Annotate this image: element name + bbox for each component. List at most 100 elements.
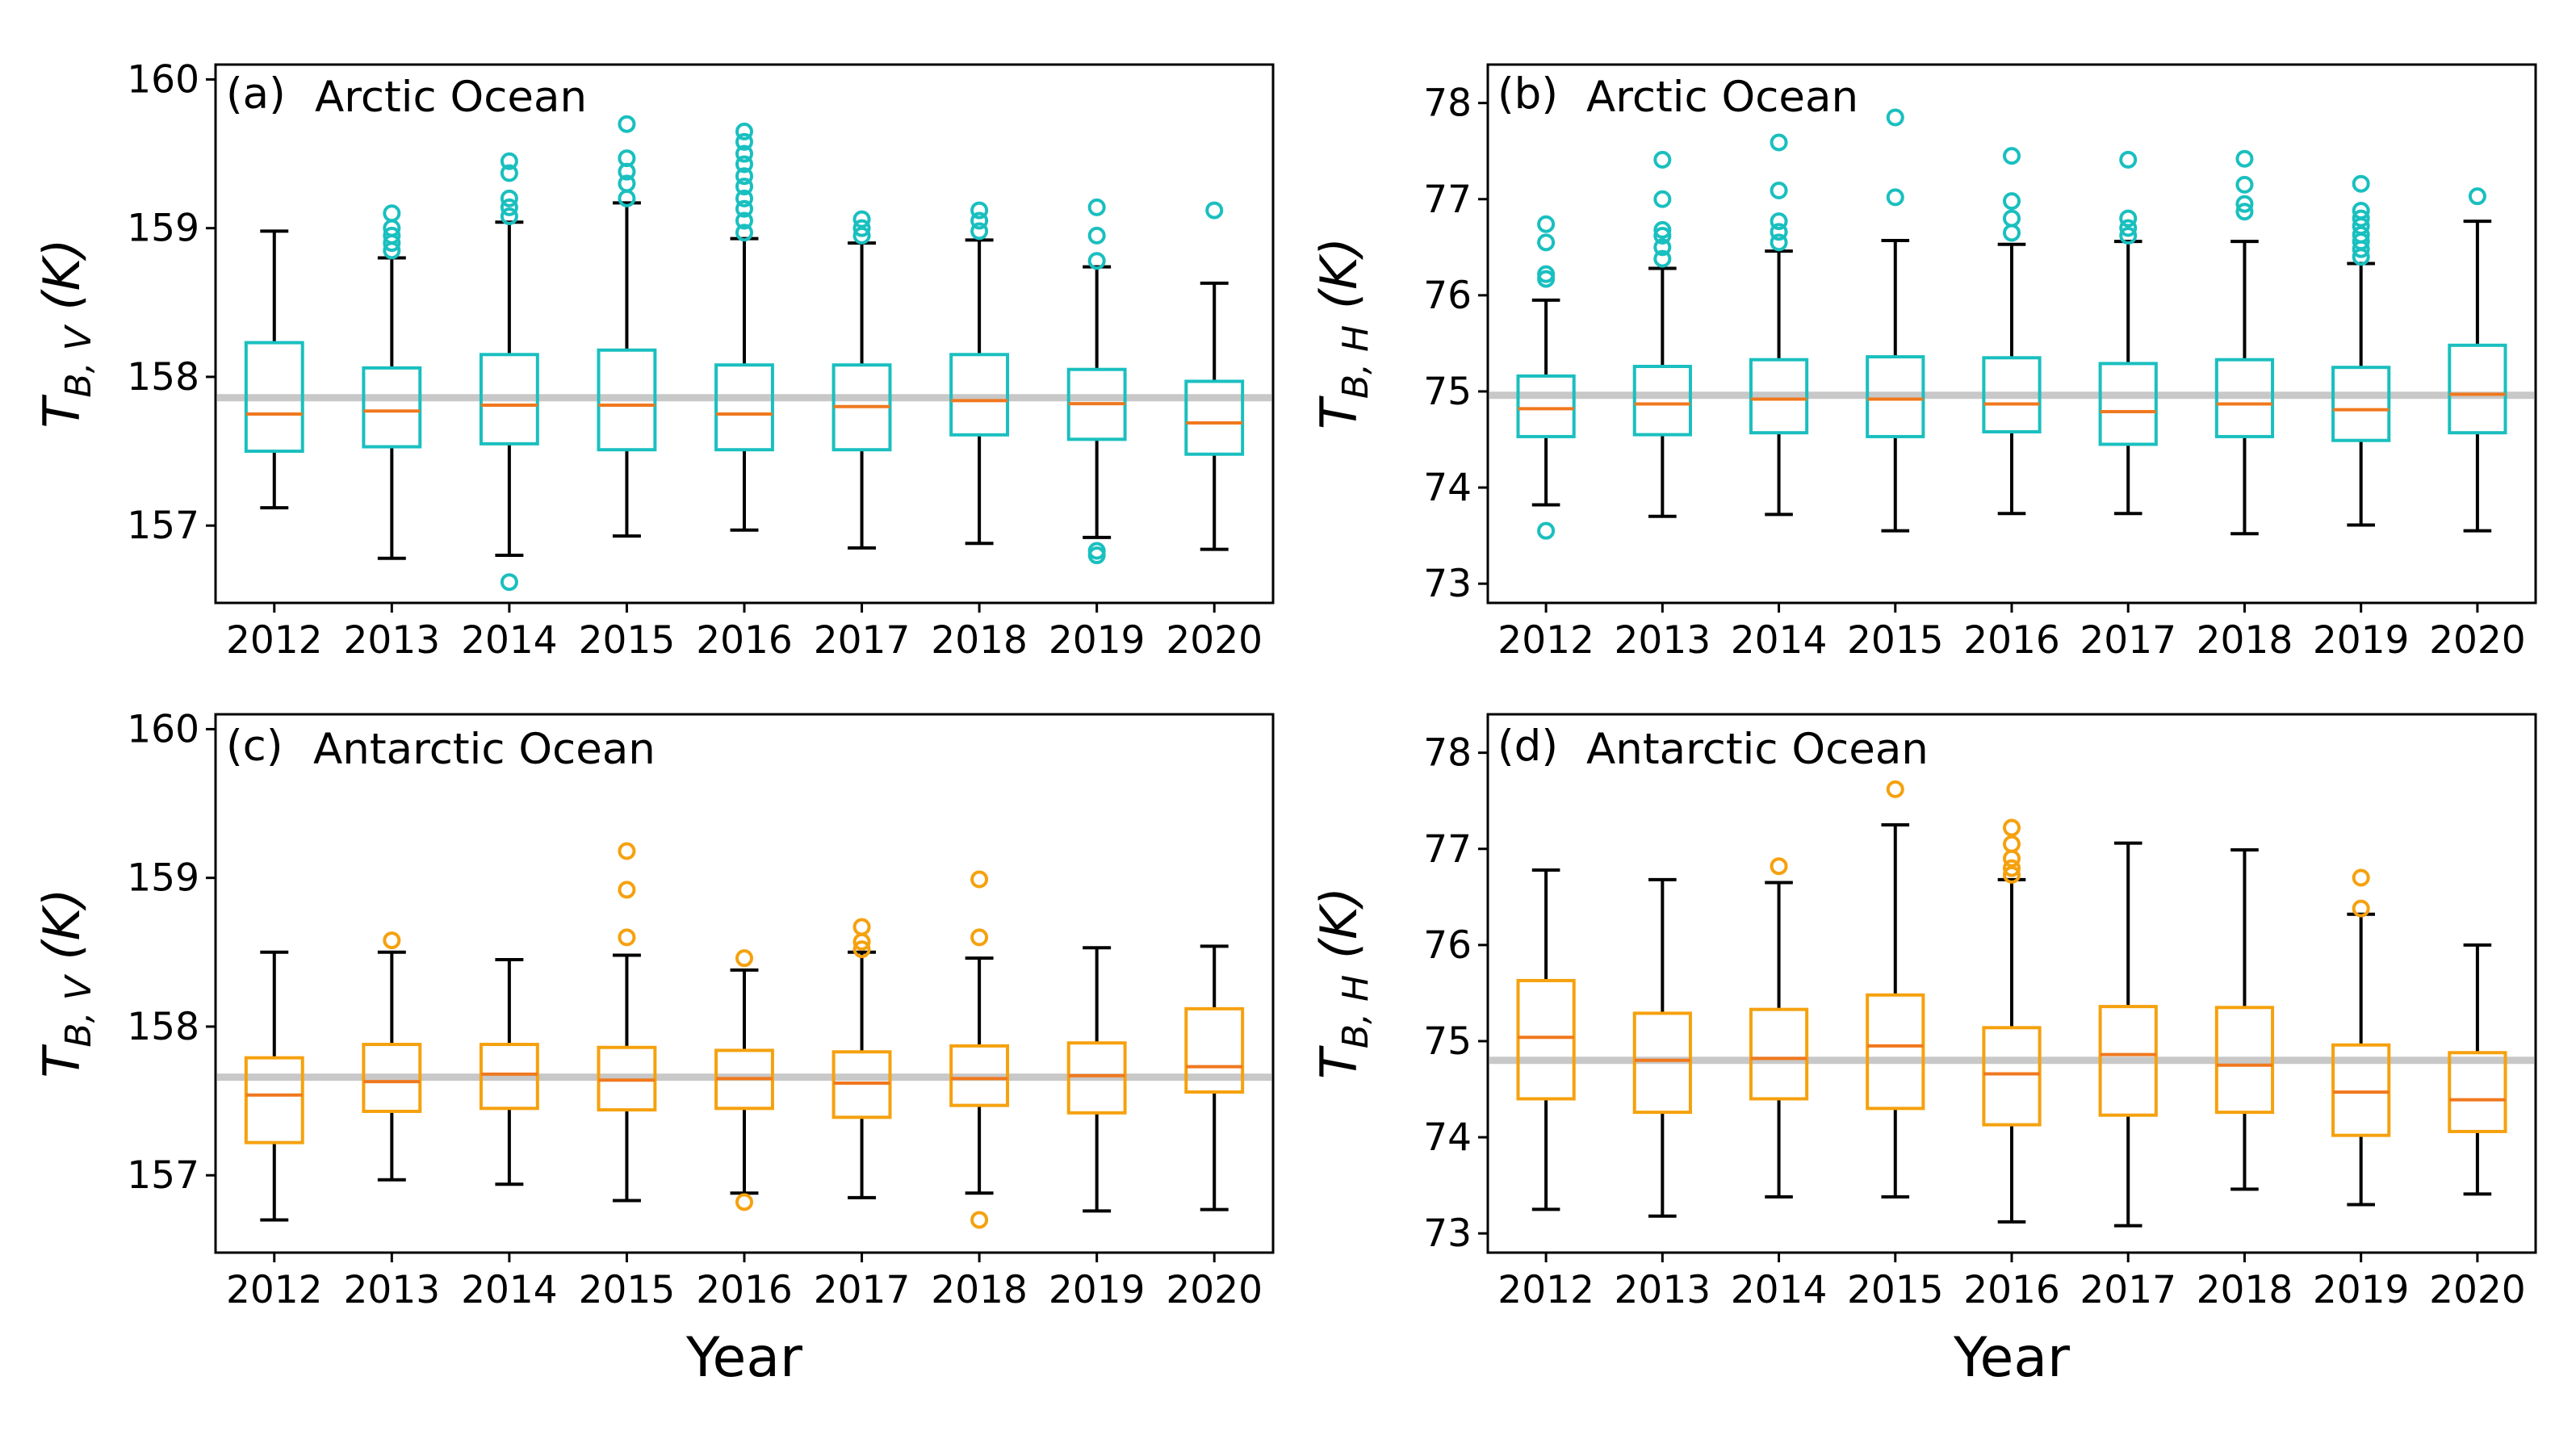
outlier-point [1653, 220, 1672, 239]
iqr-box [362, 366, 422, 449]
y-axis-label: TB, H (K) [1309, 887, 1376, 1079]
outlier-point [1770, 212, 1788, 231]
x-tick-label: 2016 [696, 618, 793, 663]
x-tick-label: 2012 [1497, 1268, 1594, 1312]
iqr-box [2098, 362, 2158, 446]
outlier-point [735, 144, 753, 163]
iqr-box [1516, 978, 1576, 1101]
x-tick-label: 2020 [1166, 1268, 1263, 1312]
box-2019: 2019 [1049, 946, 1145, 1312]
box-2012: 2012 [1497, 868, 1594, 1312]
panel-label: (a) [226, 69, 286, 119]
iqr-box [244, 1056, 304, 1144]
x-tick-label: 2014 [461, 1268, 558, 1312]
outlier-point [1770, 182, 1788, 200]
y-label-symbol: T [1309, 395, 1368, 429]
x-tick-label: 2019 [1049, 618, 1146, 663]
outlier-point [1770, 857, 1788, 876]
x-tick-label: 2015 [579, 1268, 676, 1312]
box-2017: 2017 [814, 210, 910, 663]
x-tick-label: 2020 [1166, 618, 1263, 663]
outlier-point [500, 198, 518, 216]
outlier-point [2119, 219, 2138, 237]
box-2017: 2017 [814, 918, 911, 1312]
iqr-box [1749, 358, 1809, 435]
iqr-box [2098, 1005, 2158, 1117]
outlier-point [2235, 195, 2254, 213]
x-tick-label: 2013 [1615, 1268, 1711, 1312]
x-tick-label: 2012 [1497, 618, 1594, 663]
outlier-point [2235, 203, 2254, 221]
outlier-point [1886, 108, 1904, 127]
x-tick-label: 2015 [1847, 1268, 1944, 1312]
iqr-box [2214, 358, 2275, 438]
box-2016: 2016 [1963, 147, 2060, 663]
panel-label: (c) [226, 722, 283, 771]
x-tick-label: 2020 [2429, 618, 2526, 663]
outlier-point [735, 132, 753, 151]
box-2020: 2020 [1166, 944, 1263, 1312]
outlier-point [383, 226, 401, 245]
outlier-point [1087, 226, 1106, 245]
outlier-point [1087, 542, 1106, 560]
outlier-point [2003, 209, 2021, 228]
outlier-point [500, 164, 518, 182]
outlier-point [618, 881, 636, 899]
outlier-point [500, 207, 518, 225]
outlier-point [618, 149, 636, 168]
y-tick-label: 159 [127, 207, 199, 251]
panel-title: Arctic Ocean [1586, 73, 1858, 122]
x-tick-label: 2017 [2080, 1268, 2176, 1312]
y-tick-label: 73 [1423, 562, 1472, 606]
x-tick-label: 2012 [226, 1268, 323, 1312]
x-tick-label: 2019 [2313, 618, 2410, 663]
outlier-point [1205, 201, 1224, 220]
y-axis-label: TB, H (K) [1309, 237, 1376, 429]
iqr-box [1066, 1041, 1127, 1115]
outlier-point [383, 931, 401, 950]
outlier-point [2352, 868, 2370, 887]
box-2016: 2016 [1963, 818, 2060, 1312]
y-tick-label: 73 [1423, 1211, 1472, 1256]
box-2017: 2017 [2080, 841, 2176, 1312]
outlier-point [735, 949, 753, 968]
outlier-point [2235, 149, 2254, 168]
x-tick-label: 2017 [814, 1268, 911, 1312]
box-2020: 2020 [2429, 943, 2526, 1312]
box-2013: 2013 [344, 931, 440, 1312]
iqr-box [479, 1043, 539, 1111]
iqr-box [2331, 1043, 2391, 1137]
outlier-point [383, 204, 401, 223]
iqr-box [1982, 1026, 2042, 1127]
iqr-box [2331, 366, 2391, 442]
iqr-box [2448, 1051, 2507, 1133]
y-label-symbol: T [32, 394, 91, 428]
outlier-point [1886, 188, 1904, 207]
outlier-point [852, 226, 871, 245]
plot-frame [1486, 713, 2537, 1254]
box-2018: 2018 [2197, 149, 2293, 663]
y-tick-label: 77 [1423, 178, 1472, 222]
box-2012: 2012 [226, 950, 323, 1312]
iqr-box [714, 363, 774, 452]
panel-label: (d) [1497, 722, 1558, 771]
outlier-point [852, 210, 871, 228]
y-tick-label: 74 [1423, 1115, 1472, 1160]
y-tick-label: 77 [1423, 827, 1472, 872]
iqr-box [2214, 1006, 2275, 1115]
box-2015: 2015 [1847, 780, 1944, 1312]
y-tick-label: 158 [127, 1005, 199, 1049]
outlier-point [2003, 865, 2021, 884]
box-2019: 2019 [1049, 198, 1146, 663]
plot-frame [1486, 63, 2537, 605]
box-2015: 2015 [579, 115, 676, 663]
x-tick-label: 2015 [579, 618, 676, 663]
outlier-point [618, 115, 636, 133]
iqr-box [949, 353, 1010, 437]
y-tick-label: 78 [1423, 731, 1472, 776]
outlier-point [970, 870, 989, 889]
box-2014: 2014 [1731, 857, 1827, 1312]
y-tick-label: 160 [127, 57, 199, 102]
x-tick-label: 2017 [2080, 618, 2176, 663]
y-tick-label: 75 [1423, 1019, 1472, 1064]
